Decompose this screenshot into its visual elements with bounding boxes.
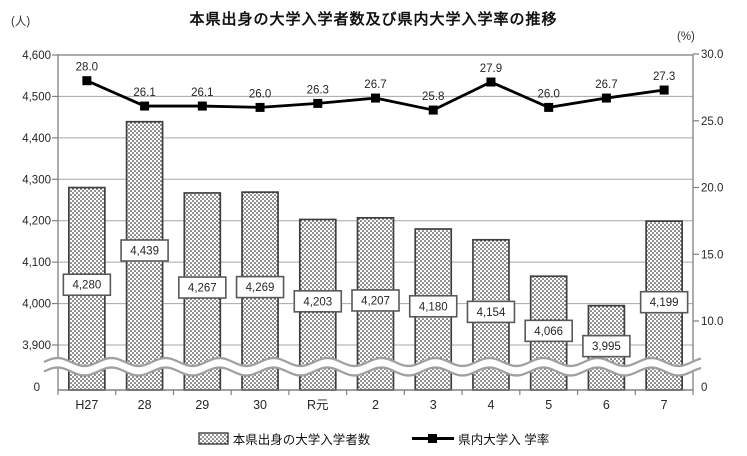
right-axis-unit: (%) (677, 31, 695, 43)
bar-value-box (582, 334, 631, 358)
x-axis-label: 28 (138, 398, 152, 412)
bar-series-swatch-icon (198, 432, 229, 445)
bar-value-box (639, 290, 689, 314)
bar-value-box (178, 276, 227, 299)
axis-break-wave (43, 366, 702, 377)
line-marker (140, 101, 150, 111)
line-value-label: 28.0 (76, 62, 98, 74)
x-axis-label: 5 (545, 398, 552, 412)
bar-value-label: 4,066 (534, 326, 563, 338)
y-left-tick-label: 4,000 (22, 299, 51, 311)
axis-break-band (44, 358, 701, 376)
x-axis-label: 6 (603, 398, 610, 412)
line-marker (486, 77, 496, 87)
line-value-label: 25.8 (422, 91, 444, 103)
x-axis-label: 3 (430, 398, 437, 412)
y-right-tick-label: 10.0 (701, 316, 723, 328)
line-series-swatch-icon (412, 434, 455, 443)
line-value-label: 27.3 (653, 71, 675, 83)
bar-value-label: 4,207 (361, 295, 390, 307)
line-marker (255, 102, 265, 112)
y-left-tick-label: 4,600 (22, 50, 51, 62)
legend-item-line: 県内大学入 学率 (412, 429, 549, 448)
line-marker (82, 76, 92, 86)
x-axis-label: 2 (372, 398, 379, 412)
line-value-label: 26.1 (191, 87, 213, 99)
x-axis-label: 29 (195, 398, 209, 412)
y-left-tick-label: 4,100 (22, 257, 51, 269)
x-axis-label: R元 (307, 398, 329, 412)
bar-value-label: 4,269 (246, 282, 275, 294)
bar-value-label: 4,203 (303, 296, 332, 308)
y-right-zero-label: 0 (701, 382, 707, 394)
line-value-label: 26.7 (595, 79, 617, 91)
line-marker (428, 105, 438, 115)
y-right-tick-label: 15.0 (701, 249, 723, 261)
line-value-label: 26.1 (133, 87, 155, 99)
y-left-tick-label: 4,300 (22, 174, 51, 186)
x-axis-label: H27 (75, 398, 98, 412)
line-marker (659, 85, 669, 95)
x-axis-label: 4 (487, 398, 494, 412)
line-marker (371, 93, 380, 103)
line-marker (197, 101, 207, 111)
y-left-tick-label: 4,500 (22, 91, 51, 103)
legend-label-bars: 本県出身の大学入学者数 (232, 433, 371, 447)
line-value-label: 26.7 (364, 79, 386, 91)
bar-value-label: 4,154 (477, 307, 506, 319)
line-value-label: 26.0 (249, 88, 271, 100)
line-value-label: 26.0 (537, 88, 559, 100)
bar-value-box (293, 290, 343, 313)
legend-label-line: 県内大学入 学率 (458, 433, 550, 447)
bar-value-label: 4,180 (419, 301, 448, 313)
x-axis-label: 30 (253, 398, 267, 412)
legend-item-bars: 本県出身の大学入学者数 (198, 429, 371, 448)
axis-break-wave (43, 356, 702, 368)
x-axis-label: 7 (661, 398, 668, 412)
bar-value-label: 3,995 (592, 341, 621, 353)
legend: 本県出身の大学入学者数 県内大学入 学率 (0, 429, 747, 448)
y-right-tick-label: 20.0 (701, 183, 723, 195)
y-right-tick-label: 30.0 (701, 49, 723, 61)
bar-value-label: 4,199 (650, 297, 679, 309)
left-axis-unit: (人) (11, 16, 31, 28)
bar-value-box (235, 275, 285, 299)
bar-value-box (408, 294, 458, 318)
bar-value-box (62, 273, 112, 297)
chart-title: 本県出身の大学入学者数及び県内大学入学率の推移 (189, 11, 558, 28)
line-marker (313, 98, 323, 108)
line-marker (544, 102, 554, 112)
bar-value-box (120, 239, 169, 262)
line-value-label: 27.9 (480, 63, 502, 75)
bar-value-label: 4,267 (188, 283, 217, 295)
line-marker (601, 93, 611, 103)
y-left-tick-label: 4,400 (22, 133, 51, 145)
bar-value-label: 4,280 (72, 280, 101, 292)
bar-value-box (466, 300, 516, 324)
line-series (82, 76, 669, 115)
bar-value-box (351, 289, 400, 312)
bar-value-label: 4,439 (130, 245, 159, 257)
y-left-tick-label: 4,200 (22, 216, 51, 228)
y-right-tick-label: 25.0 (701, 116, 723, 128)
bar-value-box (524, 319, 573, 343)
y-left-zero-label: 0 (34, 382, 40, 394)
line-value-label: 26.3 (307, 84, 329, 96)
y-left-tick-label: 3,900 (22, 340, 51, 352)
